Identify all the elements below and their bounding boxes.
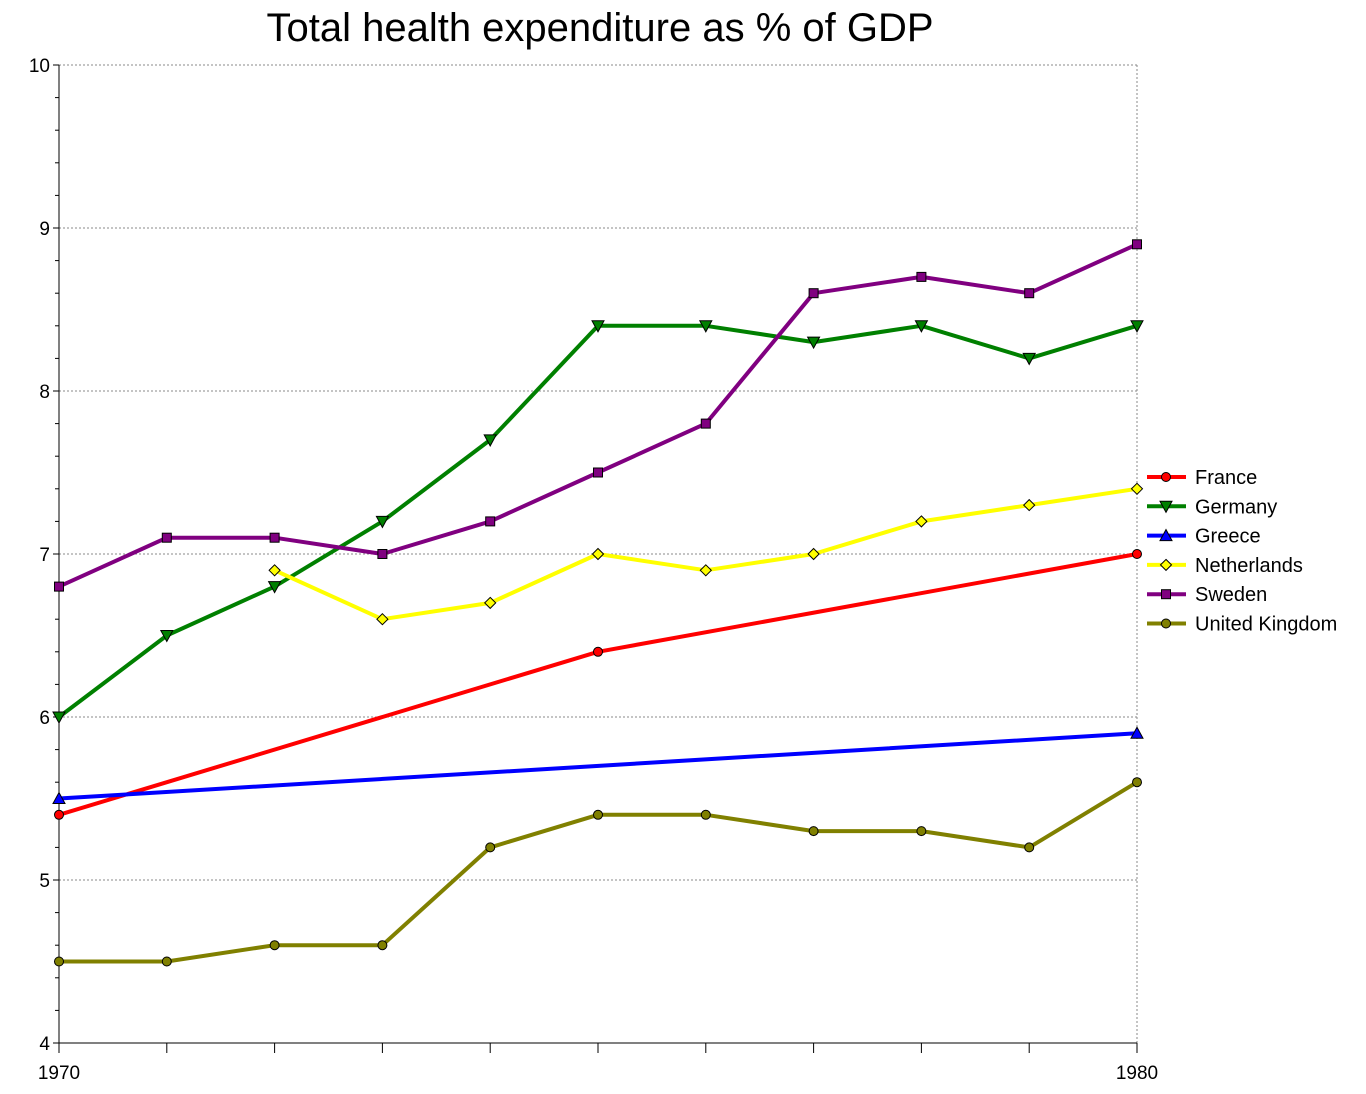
sweden-line xyxy=(57,242,1139,589)
y-tick-label: 10 xyxy=(29,56,50,77)
germany-point xyxy=(1130,320,1144,333)
series-united-kingdom xyxy=(54,777,1142,967)
germany-point xyxy=(375,515,390,529)
series-greece xyxy=(52,726,1144,804)
sweden-point xyxy=(916,271,927,282)
netherlands-point xyxy=(699,564,713,577)
france-point xyxy=(1132,549,1142,559)
sweden-point xyxy=(1132,239,1142,250)
series-sweden xyxy=(54,239,1142,592)
legend-item-france: France xyxy=(1147,467,1257,489)
netherlands-point xyxy=(807,547,820,561)
greece-point xyxy=(52,791,66,804)
netherlands-point xyxy=(483,596,497,610)
germany-point xyxy=(914,320,929,333)
x-tick-label: 1970 xyxy=(38,1063,80,1084)
legend-marker-france xyxy=(1161,472,1171,482)
sweden-point xyxy=(485,516,496,527)
sweden-point xyxy=(377,549,388,559)
series-netherlands xyxy=(268,482,1144,626)
netherlands-point xyxy=(591,547,605,561)
y-tick-label: 5 xyxy=(39,871,50,892)
germany-point xyxy=(483,434,498,447)
legend-item-germany: Germany xyxy=(1147,496,1277,518)
series xyxy=(52,239,1144,967)
sweden-point xyxy=(161,532,172,543)
sweden-point xyxy=(1024,288,1035,299)
legend-marker-united-kingdom xyxy=(1161,618,1171,629)
united-kingdom-point xyxy=(485,842,496,853)
united-kingdom-point xyxy=(161,956,172,967)
netherlands-point xyxy=(915,515,928,528)
series-france xyxy=(54,549,1142,820)
y-tick-label: 4 xyxy=(39,1034,50,1055)
germany-point xyxy=(267,581,282,594)
united-kingdom-point xyxy=(377,940,388,951)
sweden-point xyxy=(808,288,819,299)
chart-title: Total health expenditure as % of GDP xyxy=(266,6,933,50)
germany-point xyxy=(591,320,605,333)
united-kingdom-line xyxy=(57,780,1139,964)
united-kingdom-point xyxy=(269,940,280,951)
germany-point xyxy=(698,320,713,333)
legend-marker-sweden xyxy=(1161,589,1171,600)
france-point xyxy=(593,646,603,657)
united-kingdom-point xyxy=(916,826,927,837)
series-germany xyxy=(52,320,1144,725)
x-tick-label: 1980 xyxy=(1116,1063,1158,1084)
legend-item-united-kingdom: United Kingdom xyxy=(1147,614,1337,636)
legend-label: Greece xyxy=(1195,526,1261,548)
legend-item-greece: Greece xyxy=(1147,526,1261,548)
sweden-point xyxy=(269,532,280,543)
united-kingdom-point xyxy=(54,956,64,967)
y-tick-label: 6 xyxy=(39,708,50,729)
legend-label: United Kingdom xyxy=(1195,614,1337,636)
greece-line xyxy=(57,731,1139,801)
germany-point xyxy=(1022,352,1037,366)
legend-item-netherlands: Netherlands xyxy=(1147,555,1303,577)
sweden-point xyxy=(54,581,64,592)
sweden-point xyxy=(593,467,603,478)
legend-label: Germany xyxy=(1195,496,1277,518)
netherlands-point xyxy=(1130,482,1144,496)
united-kingdom-point xyxy=(1132,777,1142,788)
greece-point xyxy=(1130,726,1144,739)
germany-point xyxy=(52,711,66,725)
legend-marker-netherlands xyxy=(1159,558,1173,572)
netherlands-point xyxy=(268,564,281,577)
legend-label: Netherlands xyxy=(1195,555,1303,577)
sweden-point xyxy=(700,418,711,429)
germany-point xyxy=(806,336,821,350)
france-line xyxy=(57,552,1139,817)
legend-label: Sweden xyxy=(1195,584,1267,606)
y-tick-label: 7 xyxy=(39,545,50,566)
netherlands-point xyxy=(1022,498,1036,512)
united-kingdom-point xyxy=(1024,842,1035,853)
united-kingdom-point xyxy=(593,809,603,820)
legend-marker-germany xyxy=(1159,500,1173,514)
legend-marker-greece xyxy=(1159,528,1173,542)
germany-line xyxy=(57,323,1139,719)
y-tick-label: 8 xyxy=(39,382,50,403)
legend-label: France xyxy=(1195,467,1257,489)
united-kingdom-point xyxy=(808,826,819,837)
germany-point xyxy=(159,630,174,643)
axes: 4 5 6 7 8 9 10 1970 1980 xyxy=(29,56,1158,1084)
y-tick-label: 9 xyxy=(39,219,50,240)
legend: France Germany Greece Netherlands Sweden Unit… xyxy=(1147,467,1337,636)
netherlands-point xyxy=(376,612,389,626)
legend-item-sweden: Sweden xyxy=(1147,584,1267,606)
united-kingdom-point xyxy=(700,809,711,820)
france-point xyxy=(54,809,64,820)
